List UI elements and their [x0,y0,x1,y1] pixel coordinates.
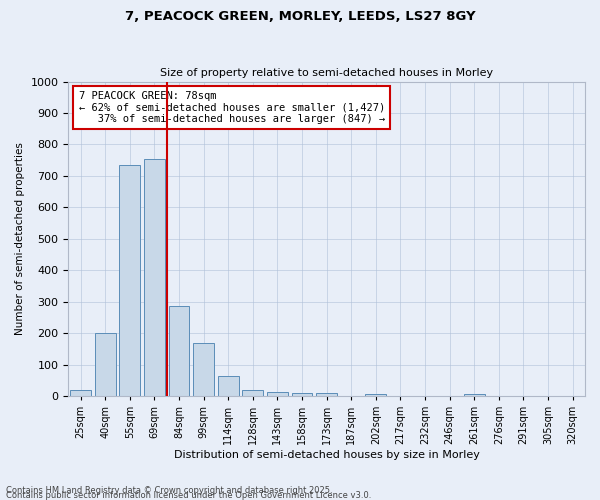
Bar [218,376,239,396]
Bar [292,393,313,396]
Bar [119,165,140,396]
Bar [242,390,263,396]
Y-axis label: Number of semi-detached properties: Number of semi-detached properties [15,142,25,335]
Text: Contains HM Land Registry data © Crown copyright and database right 2025.: Contains HM Land Registry data © Crown c… [6,486,332,495]
Title: Size of property relative to semi-detached houses in Morley: Size of property relative to semi-detach… [160,68,493,78]
Bar [70,390,91,396]
Bar [464,394,485,396]
Text: 7 PEACOCK GREEN: 78sqm
← 62% of semi-detached houses are smaller (1,427)
   37% : 7 PEACOCK GREEN: 78sqm ← 62% of semi-det… [79,91,385,124]
X-axis label: Distribution of semi-detached houses by size in Morley: Distribution of semi-detached houses by … [174,450,479,460]
Bar [365,394,386,396]
Bar [193,342,214,396]
Bar [95,333,116,396]
Bar [169,306,190,396]
Bar [316,393,337,396]
Text: Contains public sector information licensed under the Open Government Licence v3: Contains public sector information licen… [6,491,371,500]
Bar [144,158,165,396]
Text: 7, PEACOCK GREEN, MORLEY, LEEDS, LS27 8GY: 7, PEACOCK GREEN, MORLEY, LEEDS, LS27 8G… [125,10,475,23]
Bar [267,392,288,396]
